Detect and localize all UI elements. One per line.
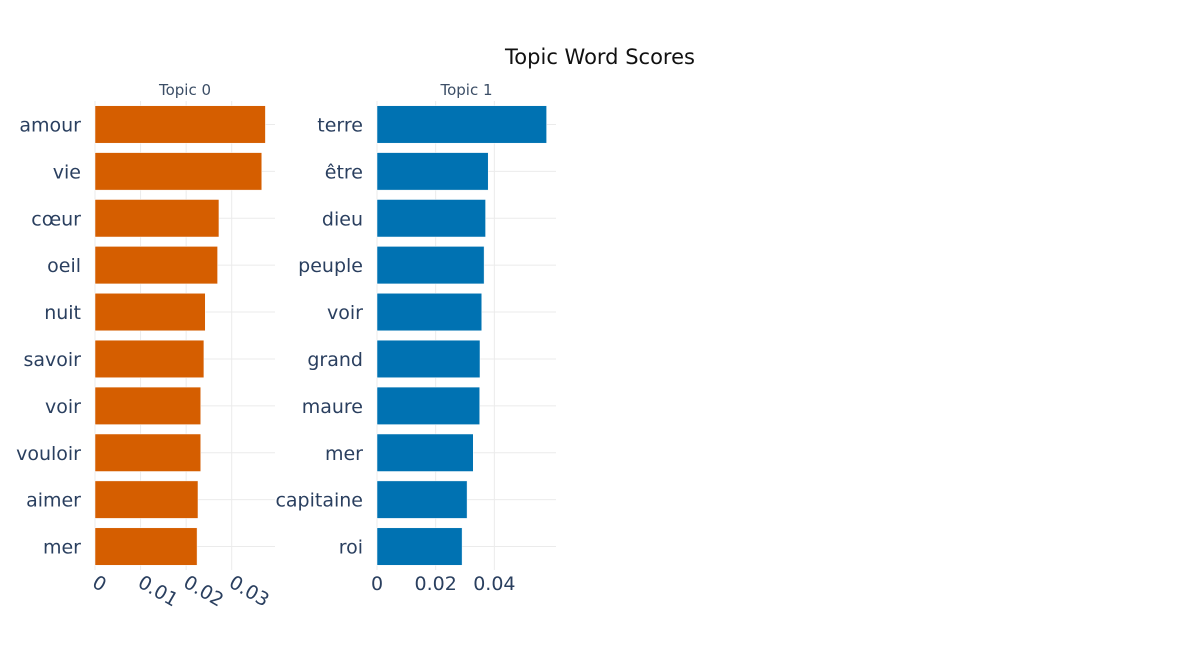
bar-mer [94, 527, 198, 566]
bar-oeil [94, 246, 218, 285]
category-label: voir [327, 302, 363, 324]
x-tick-label: 0.04 [473, 573, 515, 595]
bar-dieu [376, 199, 486, 238]
bar-aimer [94, 480, 199, 519]
bar-voir [94, 386, 201, 425]
bar-peuple [376, 246, 485, 285]
x-tick-label: 0.01 [134, 571, 182, 611]
category-label: maure [302, 396, 363, 418]
bar-vie [94, 152, 263, 191]
x-tick-label: 0 [371, 573, 383, 595]
bar-roi [376, 527, 463, 566]
bar-savoir [94, 339, 205, 378]
subplot-topic-1: Topic 1 terre être dieu peuple voir grand maure… [275, 81, 556, 595]
category-label: vie [53, 161, 81, 183]
category-label: oeil [47, 255, 81, 277]
category-label: nuit [44, 302, 81, 324]
x-tick-label: 0.03 [225, 571, 273, 611]
category-label: amour [19, 114, 81, 136]
x-tick-label: 0 [89, 571, 110, 596]
bar-terre [376, 105, 547, 144]
category-label: vouloir [16, 443, 81, 465]
category-label: être [325, 161, 363, 183]
bar-nuit [94, 293, 206, 332]
bar-capitaine [376, 480, 468, 519]
category-label: dieu [322, 208, 363, 230]
x-tick-label: 0.02 [180, 571, 228, 611]
x-tick-label: 0.02 [415, 573, 457, 595]
subplot-topic-0: Topic 0 amour vie cœur oeil nuit savoir voir vou… [16, 81, 275, 611]
bar-maure [376, 386, 480, 425]
bar-amour [94, 105, 266, 144]
category-label: terre [317, 114, 363, 136]
bar-mer [376, 433, 474, 472]
category-label: cœur [31, 208, 81, 230]
category-label: mer [325, 443, 363, 465]
bar-être [376, 152, 489, 191]
bar-cœur [94, 199, 220, 238]
category-label: voir [45, 396, 81, 418]
category-label: roi [339, 537, 363, 559]
bar-grand [376, 339, 481, 378]
subplot-title: Topic 0 [158, 81, 211, 99]
bar-voir [376, 293, 483, 332]
category-label: aimer [26, 490, 81, 512]
category-label: peuple [298, 255, 363, 277]
category-label: capitaine [275, 490, 363, 512]
bar-vouloir [94, 433, 201, 472]
chart-title: Topic Word Scores [504, 45, 695, 69]
subplot-title: Topic 1 [439, 81, 492, 99]
category-label: mer [43, 537, 81, 559]
category-label: grand [307, 349, 363, 371]
category-label: savoir [23, 349, 81, 371]
